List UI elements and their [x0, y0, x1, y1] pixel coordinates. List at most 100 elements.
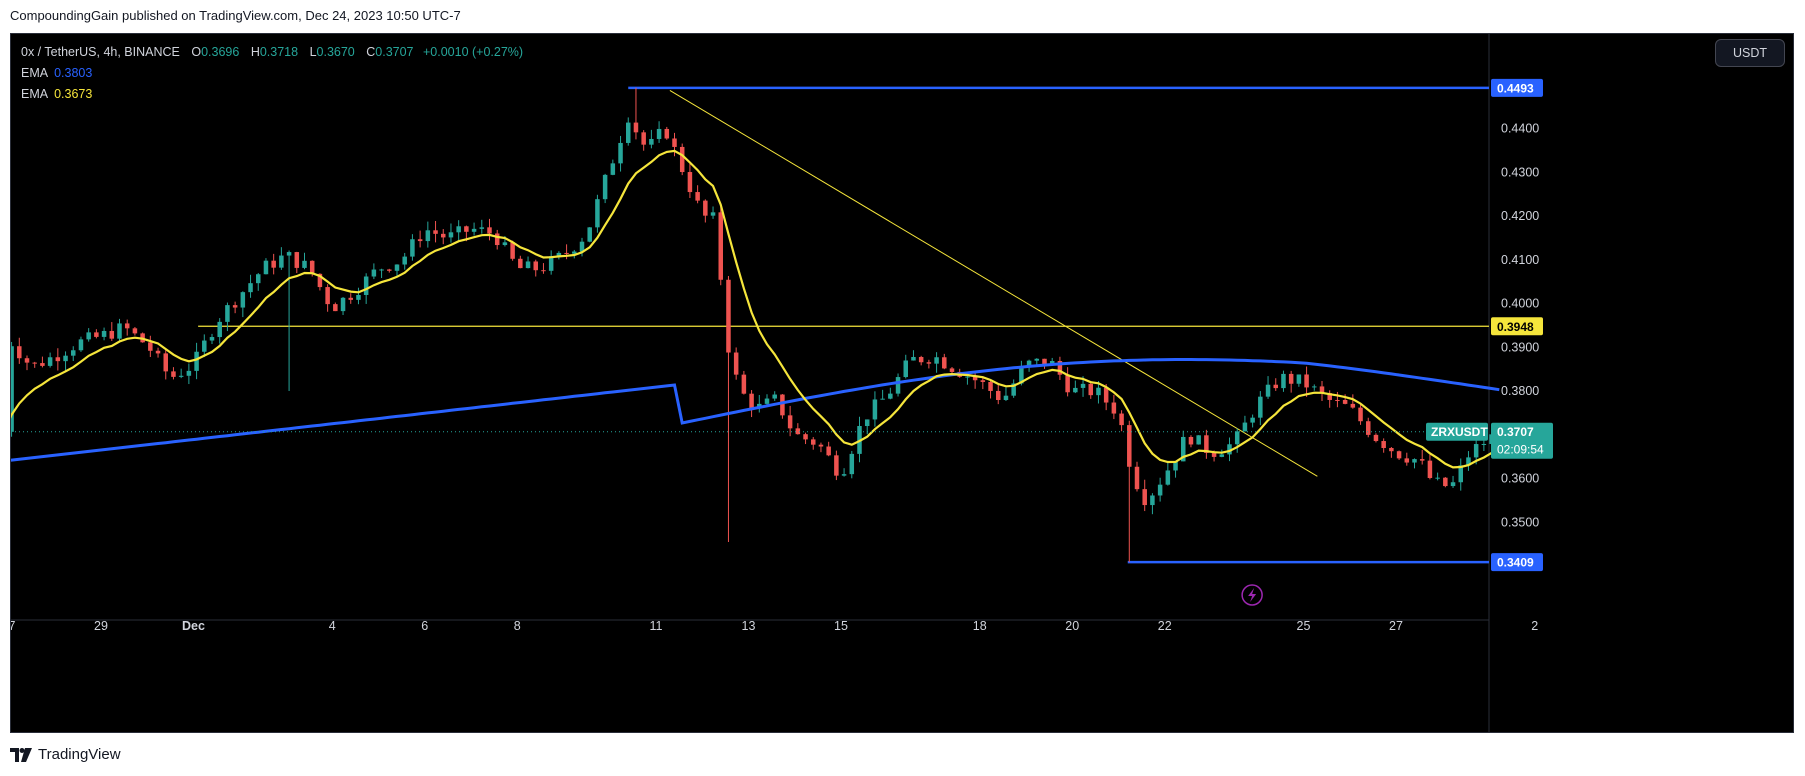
candle-body	[1242, 422, 1248, 432]
candle-body	[124, 323, 130, 329]
candle-body	[325, 287, 330, 305]
candle-body	[471, 228, 477, 232]
ema-short-row[interactable]: EMA 0.3673	[21, 84, 523, 105]
candle-body	[988, 381, 993, 391]
trendline	[669, 90, 1318, 477]
candle-body	[1258, 396, 1263, 418]
candle-body	[348, 297, 353, 300]
candle-body	[880, 398, 885, 400]
candle-body	[394, 264, 400, 271]
candle-body	[1065, 374, 1070, 393]
countdown-text: 02:09:54	[1497, 443, 1544, 457]
candle-body	[965, 376, 970, 378]
candle-body	[209, 337, 215, 341]
candle-body	[1458, 465, 1463, 483]
candle-body	[402, 256, 407, 265]
candle-body	[294, 252, 300, 268]
time-tick-label: 27	[1389, 619, 1403, 633]
candle-body	[841, 474, 847, 476]
candle-body	[726, 279, 731, 353]
candle-body	[178, 375, 184, 377]
candle-body	[564, 252, 569, 254]
candle-body	[11, 346, 14, 432]
candle-body	[55, 357, 61, 362]
candle-body	[749, 393, 754, 409]
candle-body	[502, 242, 508, 246]
candle-body	[309, 260, 315, 274]
candle-body	[225, 305, 230, 322]
candle-body	[1481, 443, 1487, 445]
candle-body	[1181, 436, 1186, 462]
price-tick-label: 0.4200	[1501, 209, 1539, 223]
tradingview-logo[interactable]: TradingView	[10, 746, 121, 763]
candle-body	[333, 304, 338, 312]
candle-body	[649, 138, 654, 145]
candle-body	[1188, 436, 1194, 445]
time-tick-label: 4	[329, 619, 336, 633]
candle-body	[710, 212, 716, 216]
candle-body	[541, 270, 546, 272]
ema-long-row[interactable]: EMA 0.3803	[21, 63, 523, 84]
candle-body	[163, 353, 168, 372]
candle-body	[795, 428, 801, 435]
candle-body	[764, 398, 770, 404]
candle-body	[1296, 374, 1302, 384]
time-tick-label: 20	[1065, 619, 1079, 633]
price-tick-label: 0.4300	[1501, 165, 1539, 179]
lightning-icon-bolt	[1248, 588, 1257, 602]
candle-body	[695, 192, 700, 201]
candle-body	[1443, 477, 1448, 487]
candle-body	[1288, 373, 1294, 384]
candle-body	[340, 297, 346, 312]
candle-body	[1211, 452, 1217, 457]
candle-body	[117, 323, 122, 339]
candle-body	[494, 233, 500, 246]
candle-body	[1404, 458, 1410, 463]
candle-body	[417, 239, 423, 242]
last-price-tag	[1491, 422, 1553, 459]
candle-body	[78, 339, 84, 351]
candle-body	[1196, 435, 1201, 445]
candle-body	[1165, 470, 1171, 485]
candle-body	[942, 357, 947, 369]
candle-body	[1335, 399, 1340, 401]
candle-body	[456, 226, 461, 233]
candle-body	[248, 283, 253, 293]
chart-area[interactable]: 0.4400 0.4300 0.4200 0.4100 0.4000 0.3900 0.38…	[10, 33, 1794, 733]
candle-body	[656, 128, 662, 139]
lightning-icon[interactable]	[1241, 584, 1263, 606]
candle-body	[1381, 441, 1386, 449]
candle-body	[1473, 444, 1479, 458]
candle-body	[1312, 386, 1317, 388]
candle-body	[71, 350, 76, 356]
price-tick-label: 0.3900	[1501, 340, 1539, 354]
candle-body	[687, 172, 693, 193]
candle-body	[302, 260, 307, 268]
candle-body	[633, 122, 639, 133]
candlestick-chart[interactable]: 0.4400 0.4300 0.4200 0.4100 0.4000 0.3900 0.38…	[11, 34, 1793, 732]
close-label: C	[366, 45, 376, 59]
time-tick-label: 2	[1531, 619, 1538, 633]
candle-body	[1011, 383, 1016, 396]
candle-body	[587, 227, 592, 242]
price-level-tag-text: 0.3409	[1497, 556, 1534, 570]
candle-body	[1073, 387, 1078, 393]
candle-body	[1419, 459, 1425, 461]
currency-button[interactable]: USDT	[1715, 39, 1785, 67]
candle-body	[525, 261, 531, 269]
change-value: +0.0010 (+0.27%)	[422, 45, 524, 59]
candle-body	[672, 138, 677, 147]
candle-body	[1080, 383, 1086, 388]
candle-body	[132, 328, 138, 334]
candle-body	[888, 393, 893, 399]
candle-body	[1435, 477, 1440, 479]
candle-body	[579, 241, 585, 252]
symbol-label[interactable]: 0x / TetherUS, 4h, BINANCE	[21, 45, 180, 59]
candle-body	[780, 394, 785, 416]
candle-body	[217, 321, 222, 338]
price-level-tag	[1491, 78, 1543, 97]
candle-body	[47, 357, 53, 366]
candle-body	[1019, 367, 1024, 384]
candle-body	[1358, 407, 1363, 422]
time-tick-label: 8	[514, 619, 521, 633]
